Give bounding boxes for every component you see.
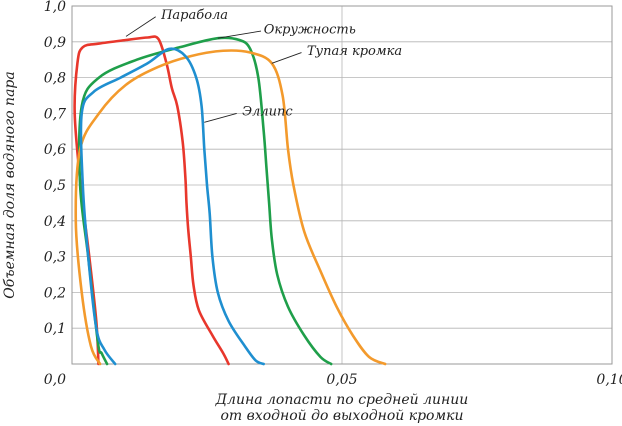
series-line [73,35,230,366]
series-leader-line [125,16,156,37]
axis-ticks: 0,1 0,2 0,3 0,4 0,5 0,6 0,7 0,8 0,9 1,0 0,0 0,05 0,1… [44,0,622,388]
y-axis-title: Объемная доля водяного пара [2,71,18,298]
series-label: Парабола [160,8,228,23]
series-leader-line [271,52,302,64]
x-tick-label: 0,10 [596,372,622,388]
y-tick-label: 0,7 [44,106,66,122]
y-tick-label: 0,9 [44,35,66,51]
series-labels: Парабола Окружность Тупая кромка Эллипс [125,8,402,123]
y-tick-label: 1,0 [44,0,66,15]
series-line [79,47,265,366]
x-axis-title-line-2: от входной до выходной кромки [221,408,464,424]
plot-frame [71,5,613,365]
y-tick-label: 0,8 [44,71,66,87]
chart-grid [71,5,613,365]
x-tick-label: 0,05 [326,372,357,388]
chart-series [73,35,387,366]
y-tick-label: 0,6 [44,142,66,158]
series-line [74,49,387,366]
series-leader-line [204,112,237,123]
y-tick-label: 0,4 [44,214,66,230]
series-line [77,36,333,366]
series-label: Эллипс [242,105,293,120]
y-tick-label: 0,3 [44,250,66,266]
y-tick-label: 0,5 [44,178,66,194]
y-tick-label: 0,1 [44,321,66,337]
y-tick-label: 0,2 [44,285,66,301]
x-tick-label: 0,0 [44,372,66,388]
series-label: Тупая кромка [307,44,402,59]
x-axis-title-line-1: Длина лопасти по средней линии [215,392,469,408]
series-leader-line [217,30,262,39]
series-label: Окружность [264,22,356,37]
